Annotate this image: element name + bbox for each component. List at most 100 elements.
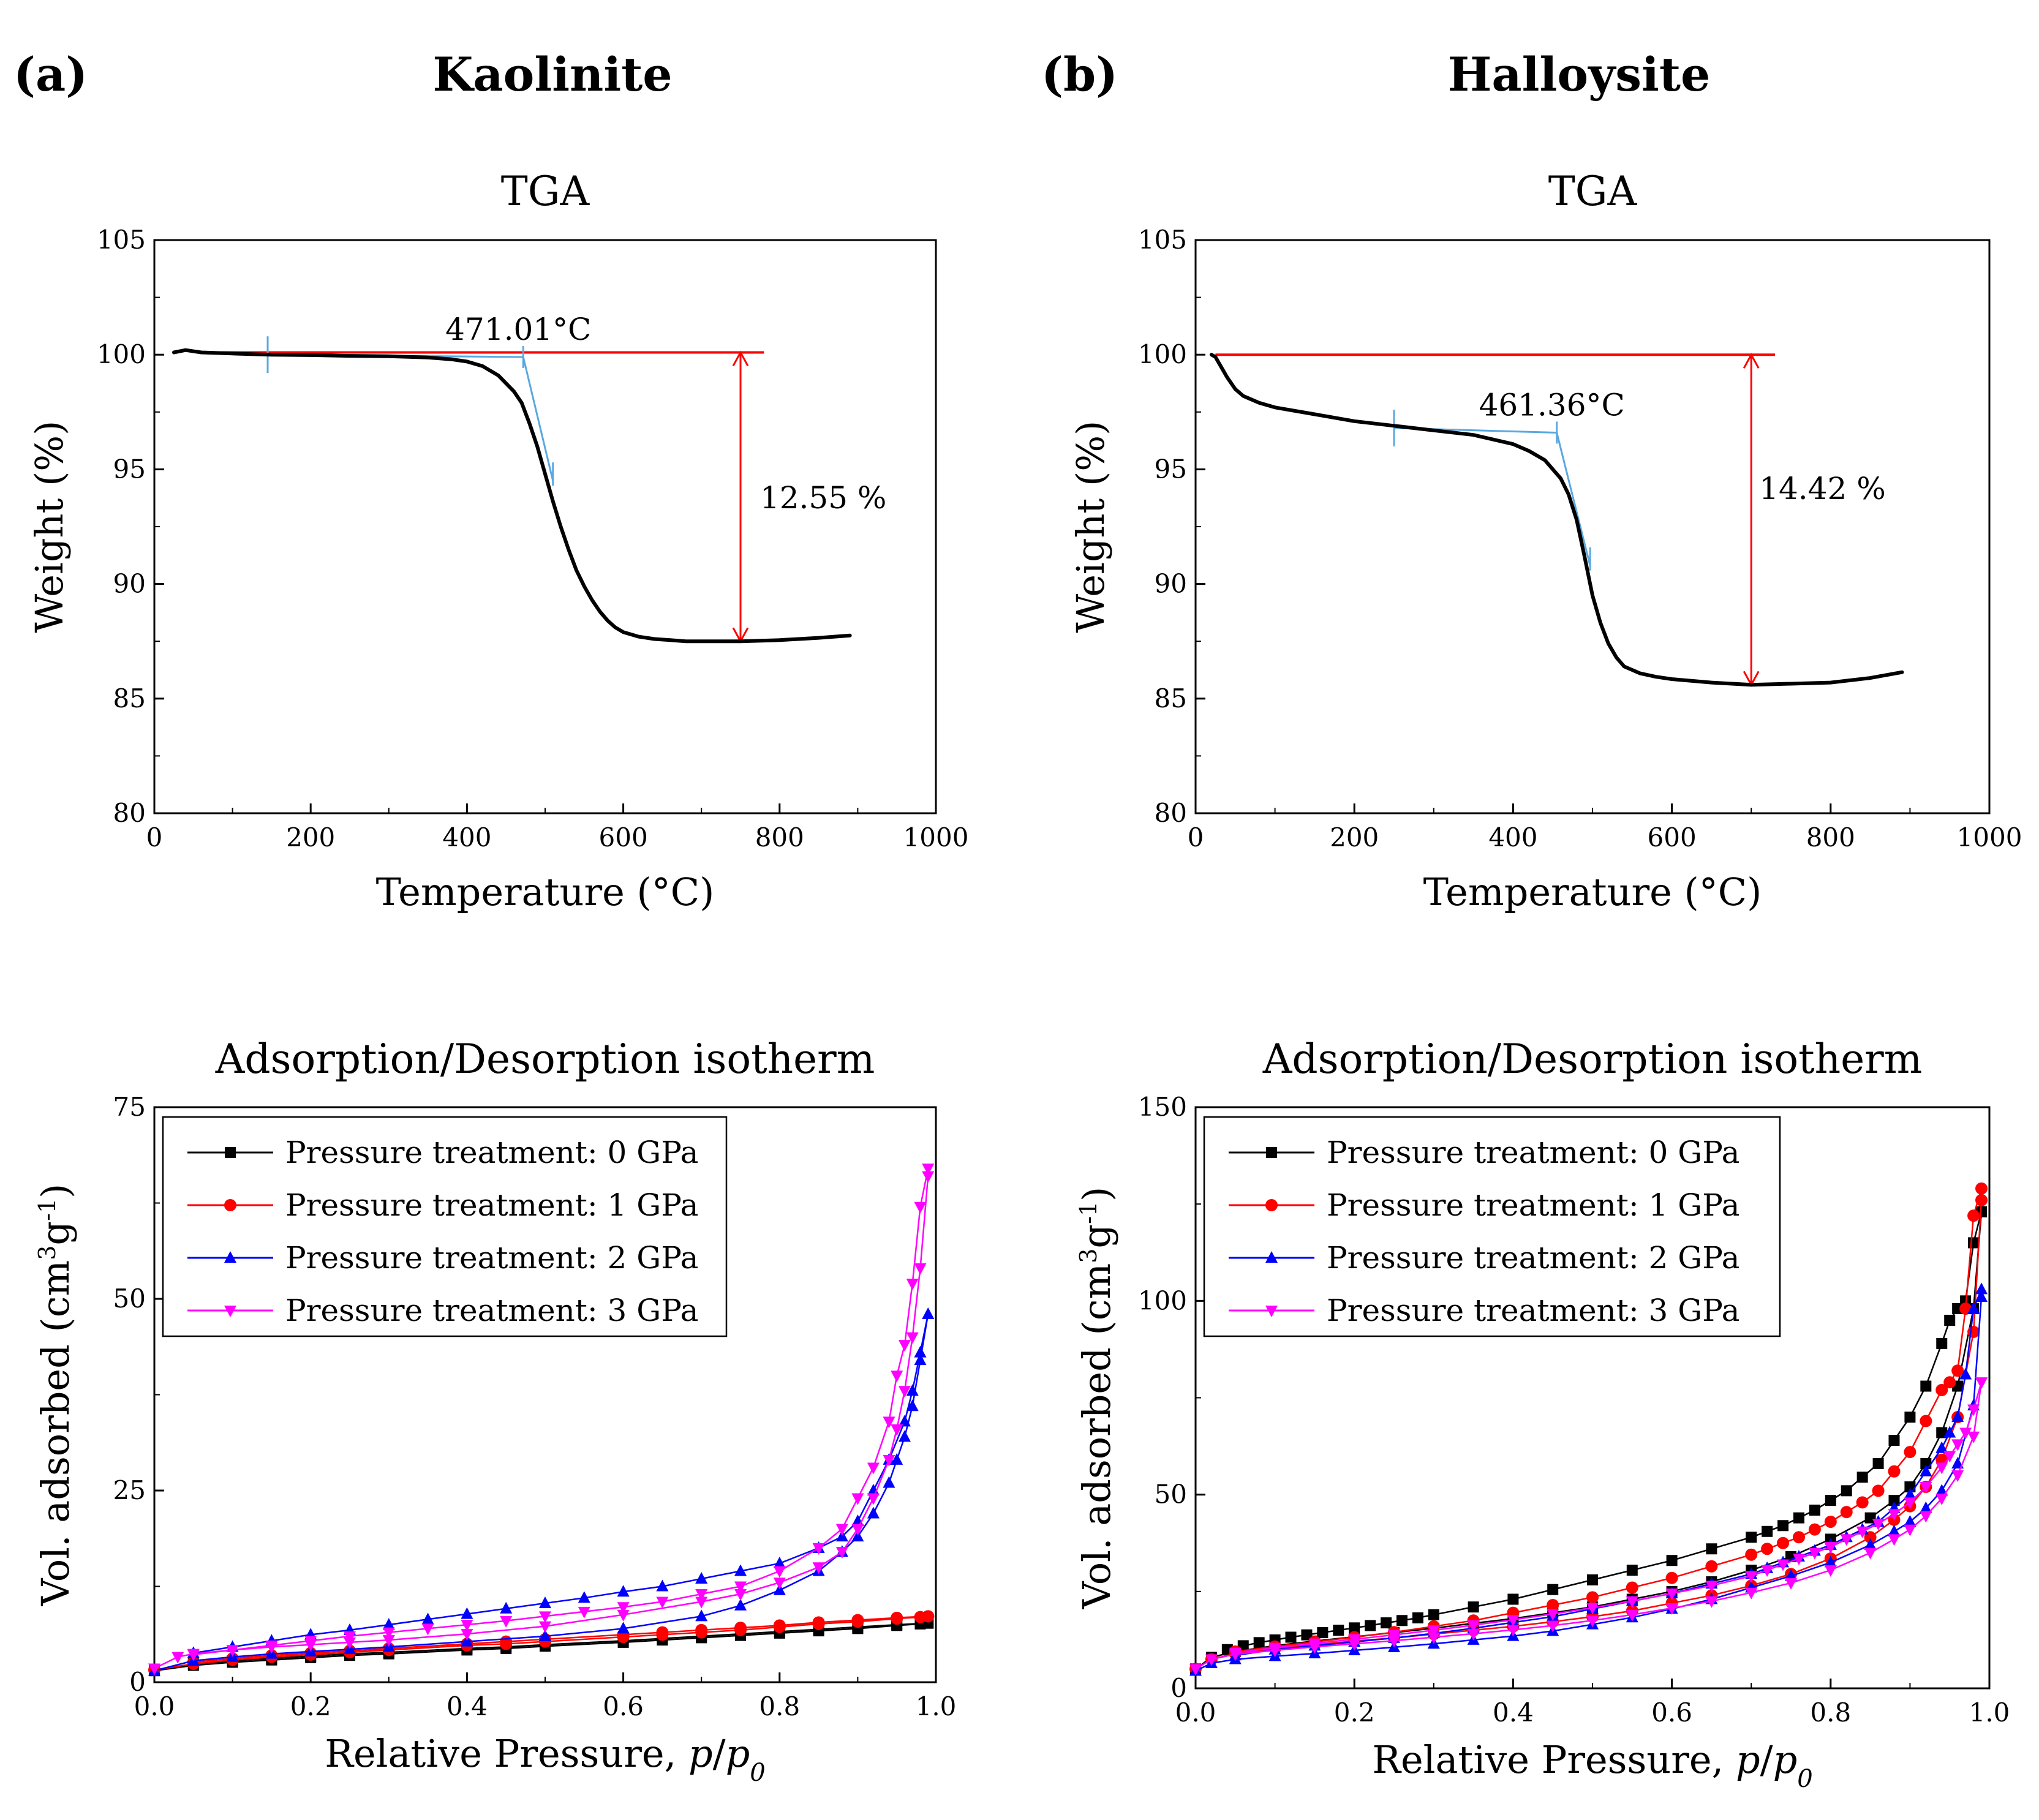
x-tick-label: 1000 bbox=[1957, 822, 2022, 852]
desorption-point bbox=[1824, 1515, 1837, 1528]
desorption-point bbox=[1547, 1598, 1559, 1611]
desorption-point bbox=[461, 1607, 473, 1619]
desorption-point bbox=[500, 1615, 513, 1628]
legend-marker bbox=[1266, 1147, 1277, 1158]
desorption-point bbox=[773, 1566, 786, 1578]
adsorption-point bbox=[1967, 1431, 1980, 1443]
arrow-head-top bbox=[732, 350, 749, 367]
desorption-point bbox=[382, 1627, 395, 1639]
adsorption-point bbox=[906, 1399, 919, 1412]
x-tick-label: 0.2 bbox=[1334, 1698, 1375, 1728]
adsorption-point bbox=[1864, 1512, 1876, 1524]
adsorption-point bbox=[1864, 1538, 1877, 1550]
tga-curve bbox=[171, 348, 852, 644]
desorption-point bbox=[1904, 1412, 1916, 1423]
legend-label: Pressure treatment: 2 GPa bbox=[285, 1240, 698, 1276]
desorption-point bbox=[1761, 1543, 1774, 1555]
isotherm-halloysite-chart: Adsorption/Desorption isotherm 0.0 0.2 0.4 0… bbox=[1074, 1036, 2010, 1793]
desorption-point bbox=[656, 1579, 669, 1592]
series-3 bbox=[1189, 1377, 1988, 1676]
desorption-point bbox=[1888, 1435, 1900, 1446]
x-tick-label: 0.6 bbox=[603, 1691, 644, 1721]
desorption-point bbox=[1935, 1383, 1948, 1396]
x-axis-label: Temperature (°C) bbox=[1423, 870, 1762, 914]
x-tick-label: 0.4 bbox=[1493, 1698, 1534, 1728]
adsorption-point bbox=[382, 1635, 395, 1647]
desorption-point bbox=[1268, 1642, 1281, 1655]
desorption-point bbox=[1904, 1497, 1917, 1510]
adsorption-point bbox=[1864, 1547, 1877, 1560]
x-tick-label: 0.0 bbox=[134, 1691, 175, 1721]
adsorption-point bbox=[1785, 1569, 1797, 1581]
y-axis-label: Weight (%) bbox=[27, 421, 72, 633]
desorption-point bbox=[500, 1601, 513, 1614]
adsorption-point bbox=[1935, 1493, 1948, 1505]
adsorption-point bbox=[898, 1430, 911, 1442]
adsorption-point bbox=[883, 1454, 895, 1467]
adsorption-point bbox=[1951, 1457, 1964, 1469]
desorption-point bbox=[906, 1384, 919, 1396]
desorption-point bbox=[883, 1416, 895, 1429]
adsorption-line bbox=[154, 1176, 929, 1669]
desorption-point bbox=[421, 1623, 434, 1636]
desorption-point bbox=[1904, 1446, 1917, 1459]
desorption-point bbox=[1301, 1629, 1313, 1641]
desorption-point bbox=[344, 1631, 356, 1643]
desorption-point bbox=[1626, 1565, 1638, 1576]
adsorption-point bbox=[1967, 1325, 1980, 1338]
adsorption-point bbox=[1547, 1620, 1559, 1633]
desorption-point bbox=[1975, 1377, 1988, 1389]
x-tick-label: 600 bbox=[1648, 822, 1697, 852]
desorption-point bbox=[1349, 1622, 1360, 1634]
adsorption-point bbox=[867, 1493, 880, 1505]
adsorption-point bbox=[461, 1634, 473, 1647]
adsorption-point bbox=[1665, 1603, 1678, 1615]
x-tick-label: 200 bbox=[1330, 822, 1379, 852]
adsorption-point bbox=[851, 1524, 864, 1536]
desorption-point bbox=[382, 1618, 395, 1630]
desorption-point bbox=[1762, 1525, 1773, 1537]
desorption-point bbox=[1665, 1571, 1678, 1584]
x-tick-label: 0.4 bbox=[447, 1691, 488, 1721]
adsorption-point bbox=[1507, 1625, 1520, 1637]
chart-title: TGA bbox=[501, 168, 590, 215]
adsorption-point bbox=[1586, 1615, 1599, 1628]
adsorption-point bbox=[891, 1453, 903, 1465]
adsorption-point bbox=[1904, 1514, 1917, 1527]
x-tick-label: 400 bbox=[442, 822, 491, 852]
adsorption-point bbox=[148, 1663, 160, 1675]
desorption-point bbox=[1959, 1367, 1972, 1380]
adsorption-point bbox=[883, 1476, 895, 1488]
desorption-point bbox=[922, 1164, 935, 1176]
series-3 bbox=[148, 1164, 935, 1675]
desorption-point bbox=[1872, 1484, 1885, 1497]
desorption-point bbox=[226, 1645, 239, 1657]
adsorption-point bbox=[891, 1424, 903, 1436]
desorption-point bbox=[1396, 1615, 1408, 1626]
x-tick-label: 0.2 bbox=[290, 1691, 331, 1721]
desorption-point bbox=[1840, 1506, 1853, 1519]
x-tick-label: 0.0 bbox=[1175, 1698, 1216, 1728]
desorption-point bbox=[1587, 1574, 1598, 1585]
tga-kaolinite-chart: TGA 0 200 400 600 800 1000 80 85 90 95 100 105 Temper… bbox=[27, 168, 968, 914]
desorption-point bbox=[1951, 1364, 1964, 1377]
weight-loss-label: 12.55 % bbox=[760, 480, 887, 516]
desorption-point bbox=[1792, 1554, 1805, 1566]
desorption-point bbox=[500, 1635, 513, 1648]
desorption-point bbox=[1975, 1182, 1988, 1195]
desorption-point bbox=[1904, 1487, 1917, 1500]
adsorption-point bbox=[835, 1547, 848, 1559]
desorption-line bbox=[1235, 1288, 1983, 1656]
legend-marker bbox=[224, 1251, 236, 1263]
y-tick-label: 85 bbox=[113, 683, 146, 713]
adsorption-point bbox=[1824, 1565, 1837, 1577]
adsorption-point bbox=[812, 1562, 825, 1574]
desorption-point bbox=[187, 1649, 200, 1661]
onset-temperature-label: 471.01°C bbox=[445, 312, 591, 347]
legend-box bbox=[162, 1116, 728, 1337]
legend-label: Pressure treatment: 3 GPa bbox=[285, 1293, 698, 1328]
y-tick-label: 100 bbox=[97, 339, 146, 369]
adsorption-point bbox=[773, 1583, 786, 1595]
desorption-point bbox=[1547, 1609, 1559, 1621]
adsorption-point bbox=[1888, 1495, 1900, 1506]
